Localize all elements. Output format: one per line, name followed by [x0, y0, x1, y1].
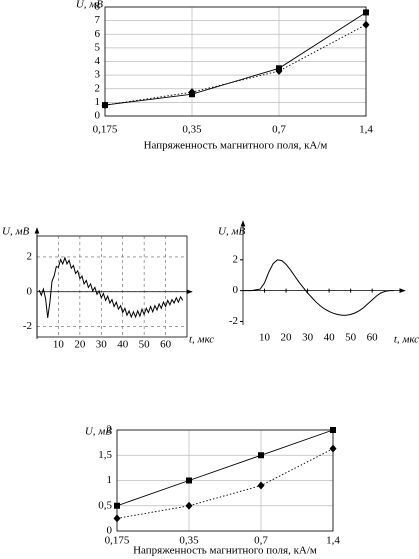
y-tick-label: -2: [229, 315, 238, 327]
y-axis-label: U, мВ: [218, 226, 245, 238]
x-tick-label: 1,4: [359, 124, 373, 136]
y-tick-label: -2: [23, 320, 32, 332]
x-tick-label: 0,7: [254, 535, 268, 547]
y-tick-label: 7: [95, 14, 101, 26]
x-axis-label: Напряженность магнитного поля, кА/м: [144, 140, 328, 152]
x-tick-label: 50: [139, 339, 151, 351]
x-tick-label: 20: [281, 332, 293, 344]
diamond-marker: [362, 20, 370, 29]
series-line: [116, 448, 334, 519]
diamond-marker: [329, 444, 337, 453]
x-tick-label: 40: [117, 339, 129, 351]
x-tick-label: 0,175: [93, 124, 118, 136]
x-tick-label: 0,7: [272, 124, 286, 136]
plot-frame: [104, 6, 367, 117]
x-tick-label: 40: [324, 332, 336, 344]
diamond-marker: [101, 101, 109, 110]
x-tick-label: 30: [302, 332, 314, 344]
series-line: [243, 259, 394, 316]
y-tick-label: 0: [233, 284, 239, 296]
y-tick-label: 1: [95, 96, 101, 108]
series-line: [104, 12, 367, 106]
y-tick-label: 5: [95, 41, 101, 53]
y-tick-label: 2: [233, 253, 239, 265]
plot-frame: [36, 235, 188, 338]
x-tick-label: 10: [53, 339, 65, 351]
y-tick-label: 4: [95, 55, 101, 67]
y-tick-label: 1: [107, 474, 113, 486]
x-tick-label: 0,35: [182, 124, 202, 136]
series-line: [38, 256, 184, 319]
y-tick-label: 0: [107, 525, 113, 537]
diamond-marker: [185, 501, 193, 510]
diamond-marker: [113, 514, 121, 523]
x-tick-label: 1,4: [326, 535, 340, 547]
x-tick-label: 60: [367, 332, 379, 344]
y-tick-label: 0,5: [98, 499, 112, 511]
x-tick-label: 0,35: [179, 535, 199, 547]
series-line: [104, 24, 367, 106]
x-tick-label: 60: [160, 339, 172, 351]
y-tick-label: 1,5: [98, 449, 112, 461]
diamond-marker: [275, 67, 283, 76]
y-tick-label: 2: [27, 250, 33, 262]
y-tick-label: 8: [95, 1, 101, 13]
x-tick-label: 0,175: [105, 535, 130, 547]
y-axis-label: U, мВ: [2, 226, 29, 238]
plot-frame: [116, 429, 334, 532]
y-axis-label: U, мВ: [76, 0, 103, 11]
y-tick-label: 3: [95, 69, 101, 81]
x-axis-label: t, мкс: [394, 334, 419, 346]
y-axis-label: U, мВ: [85, 426, 112, 438]
y-tick-label: 2: [107, 424, 113, 436]
square-marker: [258, 452, 264, 459]
square-marker: [363, 9, 369, 16]
x-axis-label: t, мкс: [189, 334, 214, 346]
x-axis-label: Напряженность магнитного поля, кА/м: [133, 545, 317, 557]
x-tick-label: 20: [74, 339, 86, 351]
y-tick-label: 0: [27, 285, 33, 297]
y-tick-label: 0: [95, 110, 101, 122]
x-tick-label: 30: [96, 339, 108, 351]
diamond-marker: [257, 481, 265, 490]
square-marker: [330, 427, 336, 433]
diamond-marker: [188, 88, 196, 97]
x-tick-label: 50: [345, 332, 357, 344]
series-line: [116, 429, 334, 507]
x-tick-label: 10: [259, 332, 271, 344]
square-marker: [114, 502, 120, 509]
y-tick-label: 2: [95, 82, 101, 94]
y-tick-label: 6: [95, 28, 101, 40]
square-marker: [186, 477, 192, 484]
